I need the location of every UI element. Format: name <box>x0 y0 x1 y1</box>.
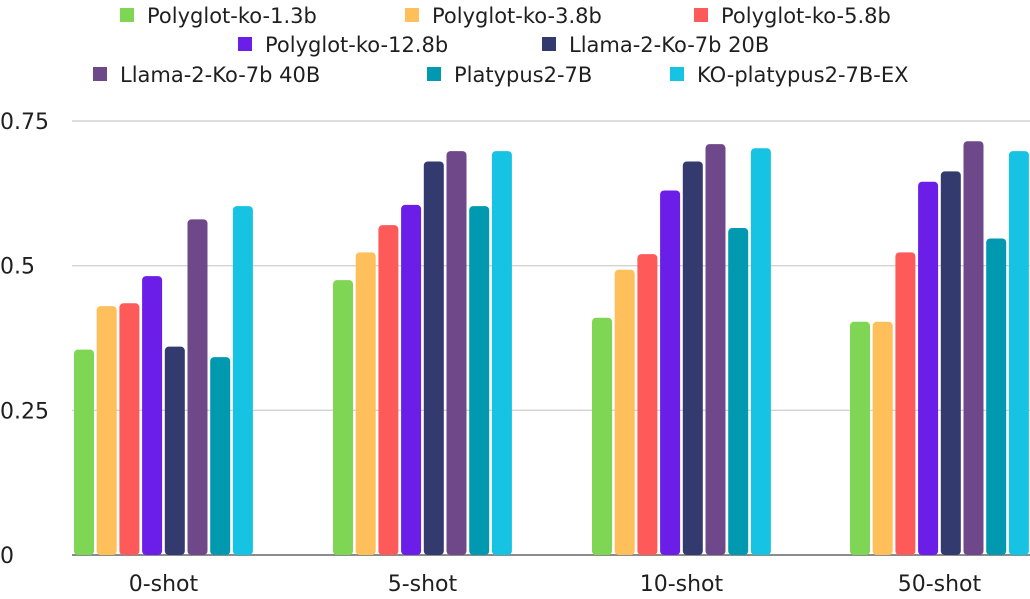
category-group-10-shot <box>592 144 771 556</box>
bar-10-shot-ko-platypus2-7b-ex <box>750 148 771 555</box>
bar-50-shot-llama-2-ko-7b-20b <box>940 171 961 555</box>
legend-marker-polyglot-ko-3-8b <box>405 8 419 22</box>
bar-10-shot-polyglot-ko-5-8b <box>637 254 658 556</box>
bar-50-shot-polyglot-ko-3-8b <box>872 321 893 555</box>
bar-0-shot-polyglot-ko-12-8b <box>142 276 163 555</box>
bar-50-shot-ko-platypus2-7b-ex <box>1008 151 1029 555</box>
bar-0-shot-ko-platypus2-7b-ex <box>232 206 253 555</box>
bar-5-shot-polyglot-ko-3-8b <box>355 252 376 555</box>
bar-10-shot-polyglot-ko-12-8b <box>660 190 681 555</box>
bar-50-shot-polyglot-ko-12-8b <box>918 181 939 555</box>
bar-0-shot-llama-2-ko-7b-40b <box>187 219 208 555</box>
bar-10-shot-llama-2-ko-7b-20b <box>682 161 703 556</box>
bars <box>74 141 1029 556</box>
bar-0-shot-polyglot-ko-3-8b <box>96 306 117 555</box>
legend-marker-llama-2-ko-7b-40b <box>93 67 107 81</box>
x-tick-10-shot: 10-shot <box>640 572 724 597</box>
gridlines <box>72 120 1030 556</box>
legend-marker-ko-platypus2-7b-ex <box>670 67 684 81</box>
legend-label-ko-platypus2-7b-ex: KO-platypus2-7B-EX <box>697 63 909 87</box>
bar-50-shot-polyglot-ko-5-8b <box>895 252 916 555</box>
bar-10-shot-polyglot-ko-1-3b <box>592 317 612 555</box>
bar-5-shot-polyglot-ko-1-3b <box>333 280 353 555</box>
bar-5-shot-ko-platypus2-7b-ex <box>491 151 512 555</box>
y-tick-0-75: 0.75 <box>0 110 49 135</box>
category-group-5-shot <box>333 151 512 556</box>
bar-5-shot-platypus2-7b <box>469 206 490 555</box>
legend-label-platypus2-7b: Platypus2-7B <box>454 63 592 87</box>
legend-marker-polyglot-ko-5-8b <box>694 8 708 22</box>
category-group-0-shot <box>74 206 253 555</box>
bar-50-shot-llama-2-ko-7b-40b <box>963 141 984 555</box>
y-tick-0: 0 <box>0 544 14 569</box>
legend-label-polyglot-ko-5-8b: Polyglot-ko-5.8b <box>721 4 891 28</box>
bar-5-shot-polyglot-ko-5-8b <box>378 225 399 555</box>
bar-50-shot-platypus2-7b <box>986 238 1007 555</box>
legend: Polyglot-ko-1.3b Polyglot-ko-3.8b Polyglot… <box>93 4 909 87</box>
bar-0-shot-llama-2-ko-7b-20b <box>164 346 185 555</box>
bar-5-shot-llama-2-ko-7b-20b <box>423 161 444 556</box>
y-tick-0-25: 0.25 <box>0 399 49 424</box>
legend-label-polyglot-ko-3-8b: Polyglot-ko-3.8b <box>432 4 602 28</box>
y-axis-ticks: 0 0.25 0.5 0.75 <box>0 110 49 569</box>
legend-label-polyglot-ko-1-3b: Polyglot-ko-1.3b <box>147 4 317 28</box>
x-tick-5-shot: 5-shot <box>388 572 458 597</box>
bar-5-shot-llama-2-ko-7b-40b <box>446 151 467 555</box>
bar-5-shot-polyglot-ko-12-8b <box>401 204 422 555</box>
bar-10-shot-platypus2-7b <box>728 228 749 555</box>
legend-marker-polyglot-ko-12-8b <box>238 37 252 51</box>
y-tick-0-5: 0.5 <box>0 255 35 280</box>
category-group-50-shot <box>850 141 1029 555</box>
legend-label-llama-2-ko-7b-40b: Llama-2-Ko-7b 40B <box>120 63 320 87</box>
x-tick-0-shot: 0-shot <box>129 572 199 597</box>
x-tick-50-shot: 50-shot <box>898 572 982 597</box>
bar-10-shot-llama-2-ko-7b-40b <box>705 144 726 555</box>
x-axis-ticks: 0-shot 5-shot 10-shot 50-shot <box>129 572 982 597</box>
bar-0-shot-polyglot-ko-5-8b <box>119 303 140 555</box>
legend-marker-llama-2-ko-7b-20b <box>542 37 556 51</box>
bar-0-shot-polyglot-ko-1-3b <box>74 349 94 555</box>
bar-0-shot-platypus2-7b <box>210 357 231 555</box>
legend-label-llama-2-ko-7b-20b: Llama-2-Ko-7b 20B <box>569 33 769 57</box>
legend-label-polyglot-ko-12-8b: Polyglot-ko-12.8b <box>265 33 448 57</box>
bar-50-shot-polyglot-ko-1-3b <box>850 321 870 555</box>
legend-marker-platypus2-7b <box>427 67 441 81</box>
legend-marker-polyglot-ko-1-3b <box>120 8 134 22</box>
bar-10-shot-polyglot-ko-3-8b <box>614 269 635 555</box>
